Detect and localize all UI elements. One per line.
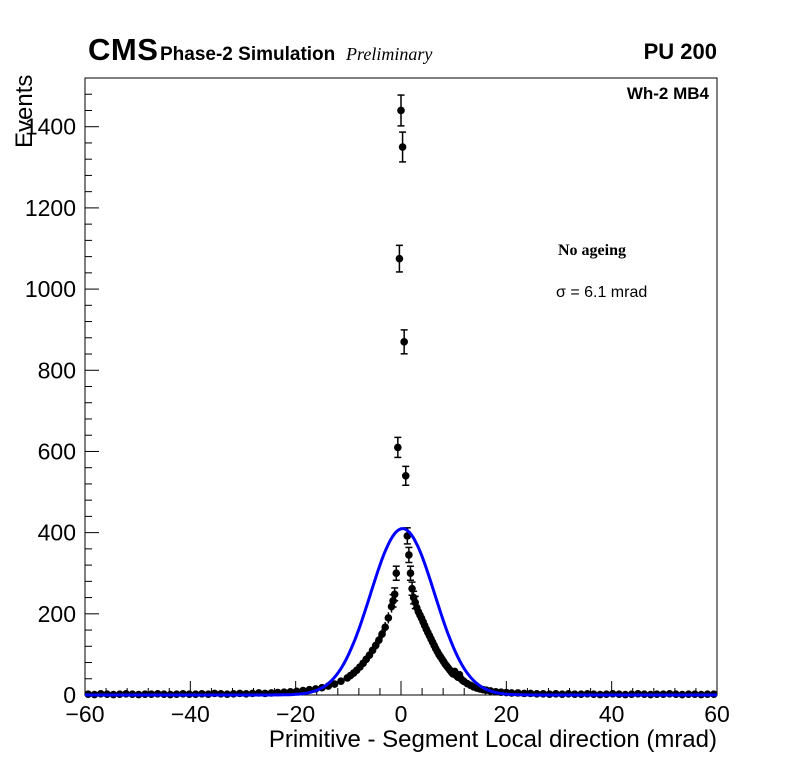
x-axis-title: Primitive - Segment Local direction (mra… [269,726,717,753]
x-tick-label: 40 [599,701,625,727]
y-tick-label: 0 [63,682,76,708]
cms-label: CMS [88,32,159,67]
data-point [400,338,408,346]
data-point [398,143,407,151]
data-point [381,623,390,632]
data-point [394,443,402,452]
data-point [375,636,383,645]
x-tick-label: −20 [276,701,315,727]
x-tick-label: −40 [171,701,210,727]
y-tick-label: 1000 [25,276,76,302]
data-point [337,677,345,685]
chamber-label: Wh-2 MB4 [626,84,709,103]
x-tick-label: 0 [395,701,408,727]
y-tick-label: 1200 [25,195,76,221]
gaussian-fit-curve [85,527,717,697]
data-point [384,614,393,622]
data-point [395,254,404,263]
annotation-sigma: σ = 6.1 mrad [556,284,648,301]
y-tick-label: 200 [38,601,76,627]
y-tick-label: 1400 [25,114,76,140]
y-tick-label: 800 [38,357,76,383]
data-point [405,551,413,559]
annotation-no-ageing: No ageing [558,242,626,259]
data-point [392,569,401,578]
y-tick-label: 400 [38,520,76,546]
phase2-simulation-label: Phase-2 Simulation [160,44,336,65]
preliminary-label: Preliminary [346,44,433,64]
x-tick-label: 20 [494,701,520,727]
x-tick-label: −60 [65,701,104,727]
data-point [378,630,386,638]
y-axis-title: Events [11,75,38,148]
data-point [397,106,405,115]
pileup-label: PU 200 [643,39,717,64]
data-point [401,472,410,480]
data-point [330,680,339,688]
data-point [406,569,415,578]
y-tick-label: 600 [38,438,76,464]
x-tick-label: 60 [704,701,730,727]
data-point [390,590,399,599]
plot-frame [84,77,718,696]
